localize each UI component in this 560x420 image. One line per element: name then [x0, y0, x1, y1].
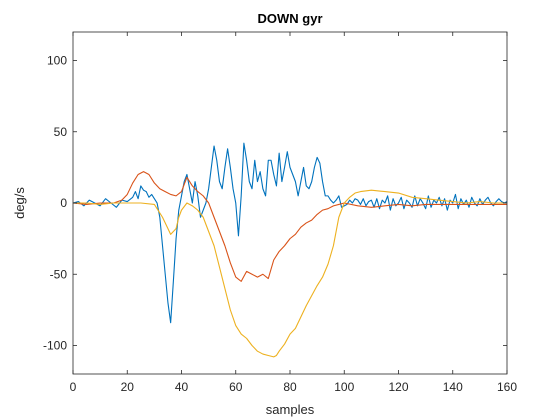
x-tick-label: 60 — [229, 380, 243, 394]
x-tick-label: 120 — [388, 380, 408, 394]
x-tick-label: 40 — [175, 380, 189, 394]
series-line-2 — [72, 171, 507, 282]
y-tick-label: 0 — [60, 196, 67, 210]
chart-title: DOWN gyr — [258, 11, 323, 26]
x-tick-label: 160 — [497, 380, 517, 394]
x-tick-label: 0 — [70, 380, 77, 394]
y-tick-label: -100 — [43, 339, 67, 353]
series-line-1 — [72, 142, 508, 324]
x-tick-label: 100 — [334, 380, 354, 394]
series-line-3 — [73, 189, 507, 358]
series-group — [72, 142, 508, 358]
y-ticks: -100 -50 0 50 100 — [43, 54, 507, 353]
x-tick-label: 80 — [283, 380, 297, 394]
x-axis-label: samples — [266, 402, 315, 417]
y-tick-label: -50 — [50, 267, 68, 281]
y-axis-label: deg/s — [12, 187, 27, 219]
x-ticks: 0 20 40 60 80 100 120 140 160 — [70, 32, 517, 394]
x-tick-label: 20 — [121, 380, 135, 394]
y-tick-label: 100 — [47, 54, 67, 68]
x-tick-label: 140 — [443, 380, 463, 394]
y-tick-label: 50 — [54, 125, 68, 139]
